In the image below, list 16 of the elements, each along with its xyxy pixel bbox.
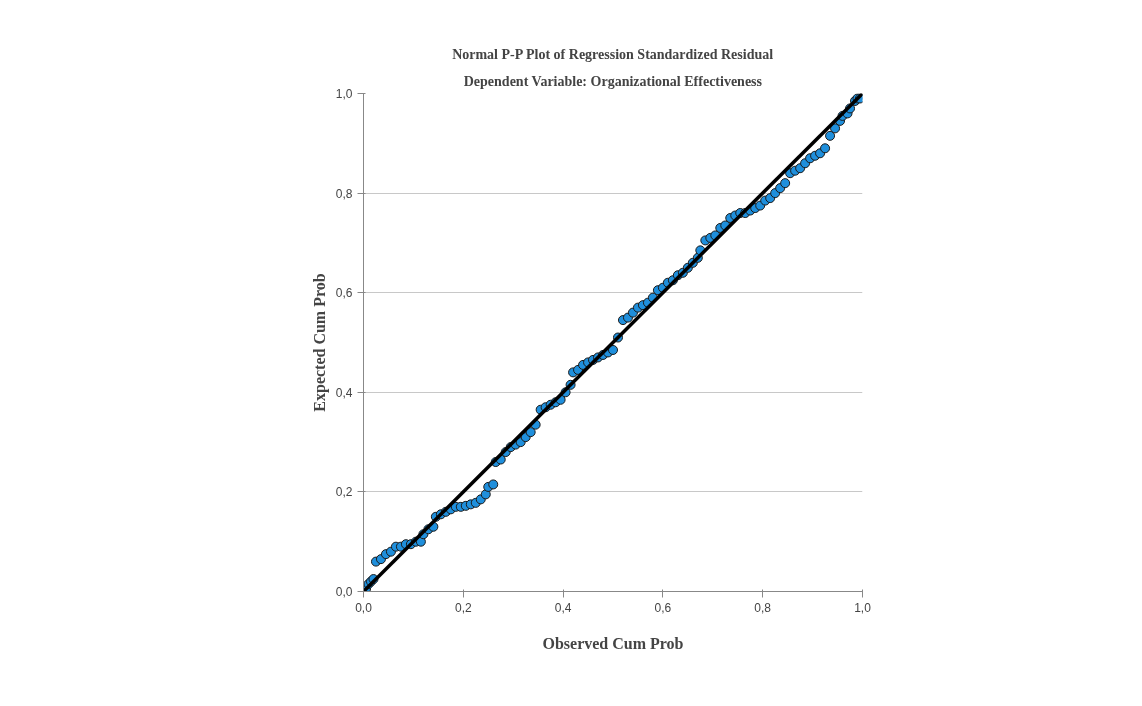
x-tick-label: 0,0 xyxy=(355,600,373,615)
x-tick-label: 0,8 xyxy=(754,600,772,615)
y-tick-label: 0,8 xyxy=(335,186,353,201)
y-tick-label: 0,4 xyxy=(335,385,353,400)
y-tick-label: 1,0 xyxy=(335,87,353,101)
x-tick-label: 0,4 xyxy=(554,600,572,615)
y-tick-label: 0,2 xyxy=(335,485,353,500)
x-tick-label: 1,0 xyxy=(854,600,872,615)
y-tick-label: 0,6 xyxy=(335,286,353,301)
x-tick-label: 0,2 xyxy=(454,600,472,615)
chart-subtitle: Dependent Variable: Organizational Effectiveness xyxy=(463,73,763,89)
chart-title: Normal P-P Plot of Regression Standardized Residual xyxy=(452,46,774,62)
x-axis-title: Observed Cum Prob xyxy=(542,634,684,652)
x-tick-label: 0,6 xyxy=(654,600,672,615)
y-tick-label: 0,0 xyxy=(335,585,353,599)
y-axis-title: Expected Cum Prob xyxy=(310,273,329,412)
